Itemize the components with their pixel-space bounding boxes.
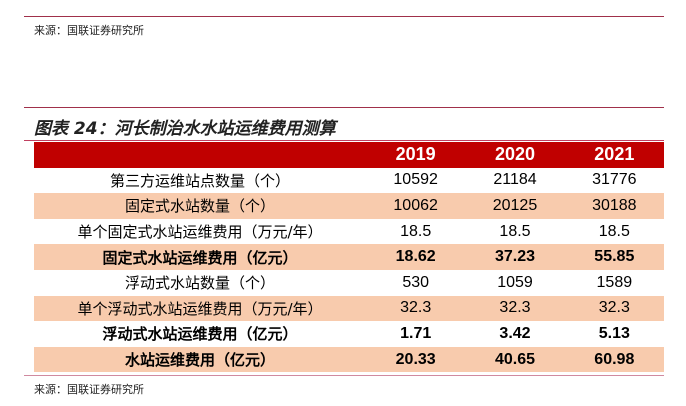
cell: 21184 [493, 171, 537, 189]
row-label: 单个固定式水站运维费用（万元/年） [77, 223, 323, 242]
divider [24, 375, 664, 376]
cell: 18.5 [400, 222, 432, 240]
table-row: 固定式水站运维费用（亿元） 18.62 37.23 55.85 [34, 244, 664, 270]
cell: 32.3 [366, 295, 466, 322]
row-label: 水站运维费用（亿元） [34, 346, 366, 373]
cell: 5.13 [598, 324, 630, 342]
cell: 18.5 [499, 222, 531, 240]
cell: 18.62 [366, 244, 466, 270]
cell: 1589 [596, 273, 633, 291]
cell: 37.23 [465, 244, 565, 270]
cell: 1.71 [400, 324, 432, 342]
cell: 31776 [592, 171, 637, 189]
source-note-bottom: 来源：国联证券研究所 [34, 383, 144, 396]
cell: 40.65 [465, 346, 565, 373]
divider [24, 140, 664, 141]
source-note-top: 来源：国联证券研究所 [34, 24, 144, 37]
cell: 1059 [497, 273, 533, 291]
cell: 20.33 [366, 346, 466, 373]
cell: 18.5 [598, 222, 630, 240]
divider [24, 107, 664, 108]
table-header: 2019 2020 2021 [34, 142, 664, 168]
row-label: 第三方运维站点数量（个） [109, 171, 290, 190]
header-cell [34, 142, 366, 168]
table-row: 单个固定式水站运维费用（万元/年） 18.5 18.5 18.5 [34, 219, 664, 245]
cell: 20125 [465, 193, 565, 219]
cost-table: 2019 2020 2021 第三方运维站点数量（个） 10592 21184 317… [34, 142, 664, 373]
cell: 10062 [366, 193, 466, 219]
divider [24, 16, 664, 17]
cell: 30188 [564, 193, 664, 219]
row-label: 浮动式水站运维费用（亿元） [102, 325, 298, 344]
table-row: 水站运维费用（亿元） 20.33 40.65 60.98 [34, 346, 664, 373]
table-title: 图表 24：河长制治水水站运维费用测算 [34, 119, 336, 139]
header-cell: 2019 [366, 142, 466, 168]
header-cell: 2020 [465, 142, 565, 168]
cell: 32.3 [465, 295, 565, 322]
cell: 55.85 [564, 244, 664, 270]
row-label: 固定式水站运维费用（亿元） [34, 244, 366, 270]
header-cell: 2021 [564, 142, 664, 168]
table-row: 单个浮动式水站运维费用（万元/年） 32.3 32.3 32.3 [34, 295, 664, 322]
table-row: 第三方运维站点数量（个） 10592 21184 31776 [34, 168, 664, 194]
table-row: 浮动式水站数量（个） 530 1059 1589 [34, 270, 664, 296]
table-row: 固定式水站数量（个） 10062 20125 30188 [34, 193, 664, 219]
cell: 3.42 [499, 324, 531, 342]
row-label: 浮动式水站数量（个） [124, 274, 275, 293]
cell: 60.98 [564, 346, 664, 373]
cell: 10592 [393, 171, 438, 189]
row-label: 单个浮动式水站运维费用（万元/年） [34, 295, 366, 322]
table-row: 浮动式水站运维费用（亿元） 1.71 3.42 5.13 [34, 321, 664, 347]
cell: 32.3 [564, 295, 664, 322]
row-label: 固定式水站数量（个） [34, 193, 366, 219]
cell: 530 [402, 273, 430, 291]
